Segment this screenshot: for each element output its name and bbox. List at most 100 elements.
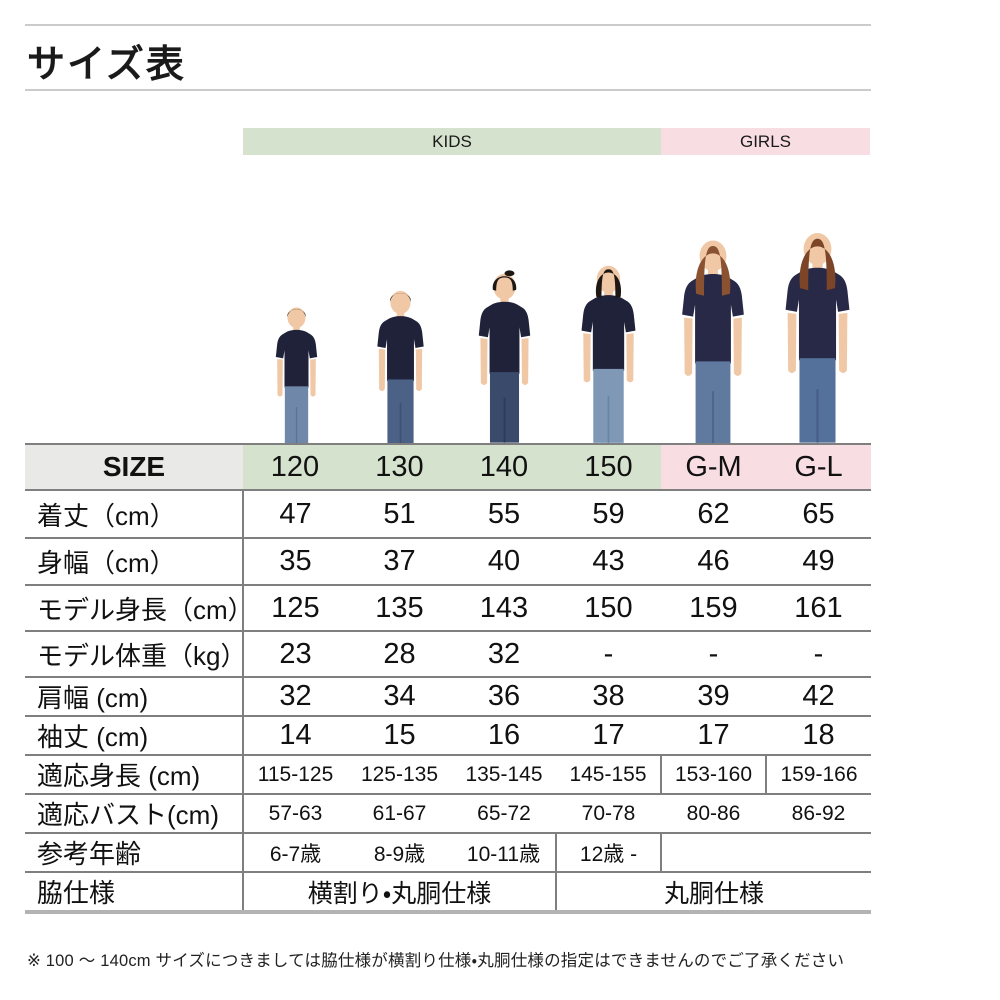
table-row-body-length: 着丈（cm） 47 51 55 59 62 65 xyxy=(25,490,871,539)
table-row-fit-height: 適応身長 (cm) 115-125 125-135 135-145 145-15… xyxy=(25,755,871,795)
cell: 61-67 xyxy=(347,794,452,834)
cell: 10-11歳 xyxy=(452,833,556,873)
cell: 57-63 xyxy=(243,794,347,834)
cell: 47 xyxy=(243,490,347,539)
cell: 150 xyxy=(556,585,661,632)
cell: 38 xyxy=(556,677,661,717)
size-col-140: 140 xyxy=(452,444,556,491)
cell: 145-155 xyxy=(556,755,661,795)
model-photo-gl xyxy=(766,226,869,448)
table-row-fit-bust: 適応バスト(cm) 57-63 61-67 65-72 70-78 80-86 … xyxy=(25,794,871,834)
cell: 35 xyxy=(243,538,347,586)
table-row-side-seam-spec: 脇仕様 横割り・丸胴仕様 丸胴仕様 xyxy=(25,872,871,914)
cell: 36 xyxy=(452,677,556,717)
cell: 8-9歳 xyxy=(347,833,452,873)
kid-figure-icon xyxy=(581,265,636,443)
size-col-150: 150 xyxy=(556,444,661,491)
girl-figure-icon xyxy=(478,270,531,443)
woman-figure-icon xyxy=(682,240,744,443)
table-row-sleeve-length: 袖丈 (cm) 14 15 16 17 17 18 xyxy=(25,716,871,756)
cell xyxy=(660,833,766,873)
side-seam-kids-cell: 横割り・丸胴仕様 xyxy=(243,872,556,914)
title-divider-top xyxy=(25,24,871,26)
kids-group-label: KIDS xyxy=(432,131,472,151)
cell: 125 xyxy=(243,585,347,632)
cell: 135 xyxy=(347,585,452,632)
cell: 65-72 xyxy=(452,794,556,834)
cell: 153-160 xyxy=(660,755,766,795)
cell: 159-166 xyxy=(765,755,871,795)
side-seam-girls-cell: 丸胴仕様 xyxy=(555,872,871,914)
table-row-model-height: モデル身長（cm） 125 135 143 150 159 161 xyxy=(25,585,871,632)
size-header-row: SIZE 120 130 140 150 G-M G-L xyxy=(25,444,871,491)
cell: 39 xyxy=(661,677,766,717)
boy-figure-icon xyxy=(275,307,318,443)
model-photo-150 xyxy=(565,260,652,448)
table-row-model-weight: モデル体重（kg） 23 28 32 - - - xyxy=(25,631,871,678)
model-photo-120 xyxy=(263,303,330,448)
cell: 14 xyxy=(243,716,347,756)
row-label: 着丈（cm） xyxy=(25,490,244,539)
woman-figure-icon xyxy=(785,233,850,443)
cell: 43 xyxy=(556,538,661,586)
row-label: 適応身長 (cm) xyxy=(25,755,244,795)
cell: 18 xyxy=(766,716,871,756)
cell: 28 xyxy=(347,631,452,678)
footnote: ※ 100 ～ 140cm サイズにつきましては脇仕様が横割り仕様・丸胴仕様の指… xyxy=(27,952,845,970)
cell: 23 xyxy=(243,631,347,678)
row-label: モデル体重（kg） xyxy=(25,631,244,678)
cell: 46 xyxy=(661,538,766,586)
page-title: サイズ表 xyxy=(27,44,186,86)
size-col-130: 130 xyxy=(347,444,452,491)
cell: 161 xyxy=(766,585,871,632)
cell: 32 xyxy=(452,631,556,678)
row-label: 袖丈 (cm) xyxy=(25,716,244,756)
girls-group-header: GIRLS xyxy=(661,128,870,155)
model-photo-140 xyxy=(463,268,546,448)
size-col-gl: G-L xyxy=(766,444,871,491)
cell: 70-78 xyxy=(556,794,661,834)
model-photo-130 xyxy=(363,286,438,448)
cell: 12歳 - xyxy=(555,833,661,873)
cell: 51 xyxy=(347,490,452,539)
cell: 143 xyxy=(452,585,556,632)
girls-group-label: GIRLS xyxy=(739,131,792,151)
cell: 17 xyxy=(556,716,661,756)
cell: 42 xyxy=(766,677,871,717)
cell: 86-92 xyxy=(766,794,871,834)
cell: 49 xyxy=(766,538,871,586)
cell: 32 xyxy=(243,677,347,717)
row-label: 脇仕様 xyxy=(25,872,244,914)
cell: 40 xyxy=(452,538,556,586)
cell: - xyxy=(661,631,766,678)
row-label: 身幅（cm） xyxy=(25,538,244,586)
table-row-body-width: 身幅（cm） 35 37 40 43 46 49 xyxy=(25,538,871,586)
cell: 17 xyxy=(661,716,766,756)
model-photo-gm xyxy=(663,234,763,448)
cell: 55 xyxy=(452,490,556,539)
cell: 59 xyxy=(556,490,661,539)
size-table: SIZE 120 130 140 150 G-M G-L 着丈（cm） 47 5… xyxy=(25,443,871,914)
cell: 37 xyxy=(347,538,452,586)
size-col-gm: G-M xyxy=(661,444,766,491)
row-label: 肩幅 (cm) xyxy=(25,677,244,717)
cell: 34 xyxy=(347,677,452,717)
cell: 159 xyxy=(661,585,766,632)
cell: 62 xyxy=(661,490,766,539)
size-col-120: 120 xyxy=(243,444,347,491)
cell: 16 xyxy=(452,716,556,756)
table-row-reference-age: 参考年齢 6-7歳 8-9歳 10-11歳 12歳 - xyxy=(25,833,871,873)
cell: - xyxy=(766,631,871,678)
cell: 80-86 xyxy=(661,794,766,834)
cell: 115-125 xyxy=(243,755,347,795)
table-row-shoulder-width: 肩幅 (cm) 32 34 36 38 39 42 xyxy=(25,677,871,717)
boy-figure-icon xyxy=(377,290,424,443)
row-label: 適応バスト(cm) xyxy=(25,794,244,834)
title-divider-bottom xyxy=(25,89,871,91)
kids-group-header: KIDS xyxy=(243,128,661,155)
cell: 135-145 xyxy=(452,755,556,795)
cell xyxy=(766,833,871,873)
cell: - xyxy=(556,631,661,678)
cell: 125-135 xyxy=(347,755,452,795)
